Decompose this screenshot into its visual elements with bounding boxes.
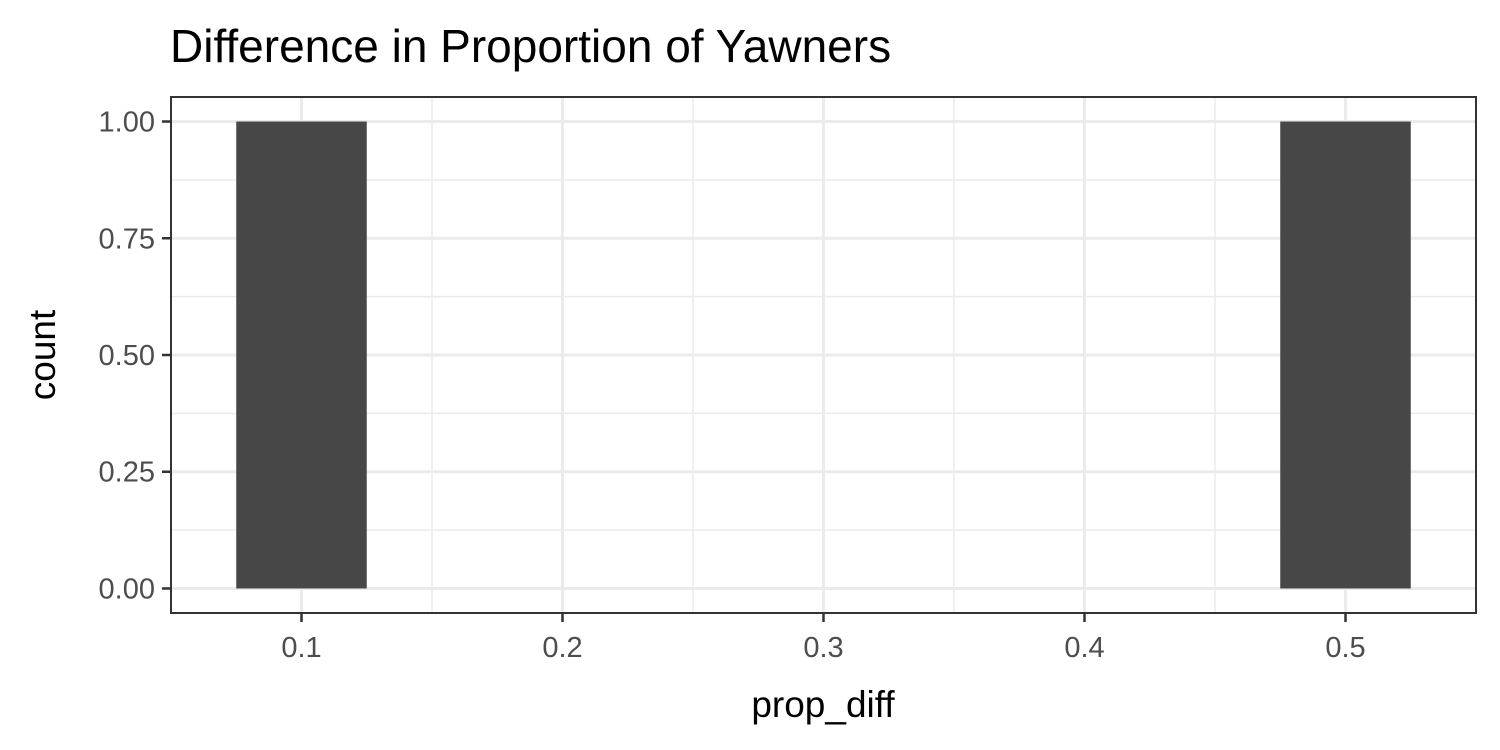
y-tick-label: 0.00 xyxy=(99,573,155,605)
bar xyxy=(1280,121,1411,589)
y-tick-label: 0.50 xyxy=(99,340,155,372)
chart-title: Difference in Proportion of Yawners xyxy=(170,20,891,72)
x-tick-label: 0.4 xyxy=(1064,632,1104,664)
x-tick-label: 0.2 xyxy=(542,632,582,664)
x-axis-ticks: 0.1 0.2 0.3 0.4 0.5 xyxy=(281,613,1366,664)
x-tick-label: 0.3 xyxy=(803,632,843,664)
y-tick-label: 0.75 xyxy=(99,223,155,255)
bars xyxy=(236,121,1411,589)
y-tick-label: 0.25 xyxy=(99,457,155,489)
x-tick-label: 0.5 xyxy=(1325,632,1365,664)
x-axis-title: prop_diff xyxy=(751,684,895,725)
bar xyxy=(236,121,367,589)
y-axis-title: count xyxy=(22,309,63,400)
y-axis-ticks: 0.00 0.25 0.50 0.75 1.00 xyxy=(99,107,171,605)
x-tick-label: 0.1 xyxy=(281,632,321,664)
y-tick-label: 1.00 xyxy=(99,107,155,139)
